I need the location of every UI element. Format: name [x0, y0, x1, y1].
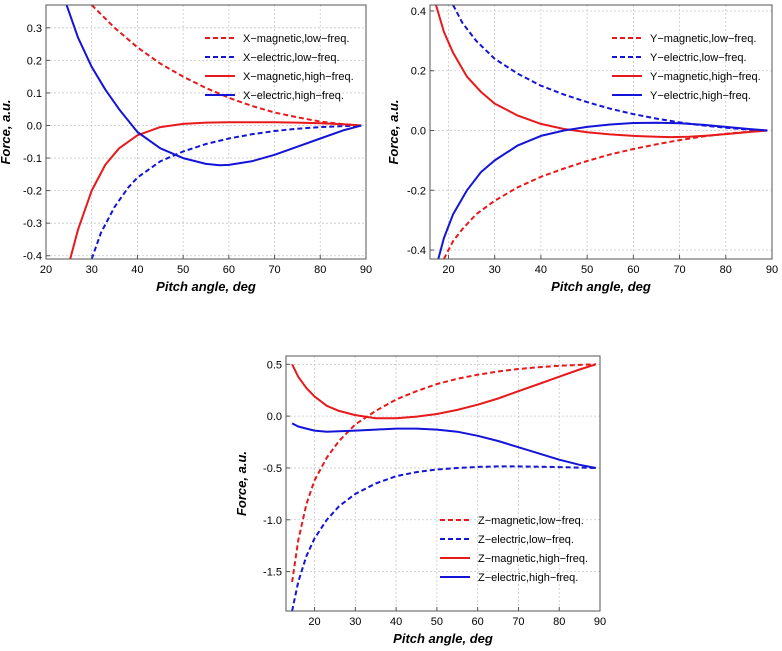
- series-line: [65, 5, 362, 167]
- y-tick-label: -0.2: [23, 186, 42, 198]
- y-tick-label: -0.5: [263, 463, 282, 475]
- x-tick-label: 30: [489, 264, 501, 276]
- series-line: [435, 5, 768, 139]
- legend-label: Z−electric,low−freq.: [478, 534, 574, 546]
- series-line: [291, 465, 596, 611]
- chart-panel-x-force: 20 30 40 50 60 70 80 90 -0.4 -0.3 -0.2 -0.1 0.0 0.1 0.…: [0, 4, 372, 294]
- x-tick-label: 50: [431, 616, 443, 628]
- y-axis-title: Force, a.u.: [0, 99, 13, 164]
- y-tick-label: 0.0: [411, 126, 426, 138]
- x-tick-label: 20: [442, 264, 454, 276]
- legend: X−magnetic,low−freq. X−electric,low−freq.…: [205, 33, 354, 102]
- x-tick-label: 90: [594, 616, 606, 628]
- plot-area: [286, 356, 600, 611]
- plot-frame: [285, 355, 601, 612]
- legend-label: Y−magnetic,high−freq.: [650, 71, 761, 83]
- y-tick-label: 0.3: [27, 23, 42, 35]
- y-tick-label: -1.5: [263, 567, 282, 579]
- x-tick-label: 60: [627, 264, 639, 276]
- x-tick-label: 80: [720, 264, 732, 276]
- x-tick-label: 20: [40, 264, 52, 276]
- y-tick-label: 0.0: [267, 411, 282, 423]
- y-axis-title: Force, a.u.: [234, 451, 249, 516]
- y-tick-label: -0.4: [23, 251, 42, 263]
- x-tick-label: 90: [360, 264, 372, 276]
- series-line: [90, 124, 362, 259]
- y-tick-label: 0.1: [27, 88, 42, 100]
- x-axis-title: Pitch angle, deg: [156, 279, 256, 294]
- series-line: [291, 363, 596, 583]
- x-tick-label: 90: [766, 264, 778, 276]
- x-tick-label: 80: [553, 616, 565, 628]
- plot-frame: [45, 4, 367, 260]
- legend-label: Z−magnetic,high−freq.: [478, 553, 588, 565]
- legend-label: X−electric,high−freq.: [243, 90, 344, 102]
- x-tick-label: 40: [390, 616, 402, 628]
- legend-label: Z−electric,high−freq.: [478, 572, 578, 584]
- chart-panel-y-force: 20 30 40 50 60 70 80 90 -0.4 -0.2 0.0 0.2 0.4 Pitch a…: [386, 4, 778, 294]
- y-tick-label: 0.4: [411, 6, 426, 18]
- legend-label: Z−magnetic,low−freq.: [478, 515, 584, 527]
- x-tick-label: 80: [314, 264, 326, 276]
- series-line: [437, 121, 768, 259]
- y-tick-label: -0.1: [23, 153, 42, 165]
- legend: Z−magnetic,low−freq. Z−electric,low−freq.…: [440, 515, 588, 584]
- y-tick-label: 0.0: [27, 120, 42, 132]
- plot-area: [430, 5, 772, 259]
- series-line: [291, 363, 597, 420]
- y-tick-label: -0.3: [23, 218, 42, 230]
- y-tick-label: 0.2: [411, 66, 426, 78]
- x-tick-label: 60: [472, 616, 484, 628]
- y-axis-title: Force, a.u.: [386, 99, 401, 164]
- legend: Y−magnetic,low−freq. Y−electric,low−freq.…: [612, 33, 761, 102]
- x-tick-label: 60: [223, 264, 235, 276]
- plot-frame: [429, 4, 773, 260]
- legend-label: X−electric,low−freq.: [243, 52, 340, 64]
- legend-label: Y−magnetic,low−freq.: [650, 33, 756, 45]
- y-tick-label: -0.4: [407, 245, 426, 257]
- x-axis-title: Pitch angle, deg: [551, 279, 651, 294]
- y-tick-label: 0.5: [267, 359, 282, 371]
- y-tick-label: -0.2: [407, 185, 426, 197]
- y-tick-label: 0.2: [27, 55, 42, 67]
- legend-label: X−magnetic,low−freq.: [243, 33, 349, 45]
- series-line: [69, 121, 362, 259]
- x-tick-label: 50: [581, 264, 593, 276]
- x-tick-label: 50: [177, 264, 189, 276]
- x-tick-label: 30: [86, 264, 98, 276]
- x-axis-title: Pitch angle, deg: [393, 631, 493, 646]
- x-tick-label: 70: [512, 616, 524, 628]
- x-tick-label: 30: [349, 616, 361, 628]
- series-line: [291, 422, 597, 469]
- x-tick-label: 70: [268, 264, 280, 276]
- chart-panel-z-force: 20 30 40 50 60 70 80 90 -1.5 -1.0 -0.5 0.0 0.5 Pitch …: [234, 355, 606, 646]
- x-tick-label: 20: [308, 616, 320, 628]
- legend-label: Y−electric,low−freq.: [650, 52, 747, 64]
- x-tick-label: 40: [131, 264, 143, 276]
- y-tick-label: -1.0: [263, 515, 282, 527]
- legend-label: Y−electric,high−freq.: [650, 90, 751, 102]
- x-tick-label: 40: [535, 264, 547, 276]
- plot-area: [46, 5, 366, 259]
- x-tick-label: 70: [673, 264, 685, 276]
- legend-label: X−magnetic,high−freq.: [243, 71, 354, 83]
